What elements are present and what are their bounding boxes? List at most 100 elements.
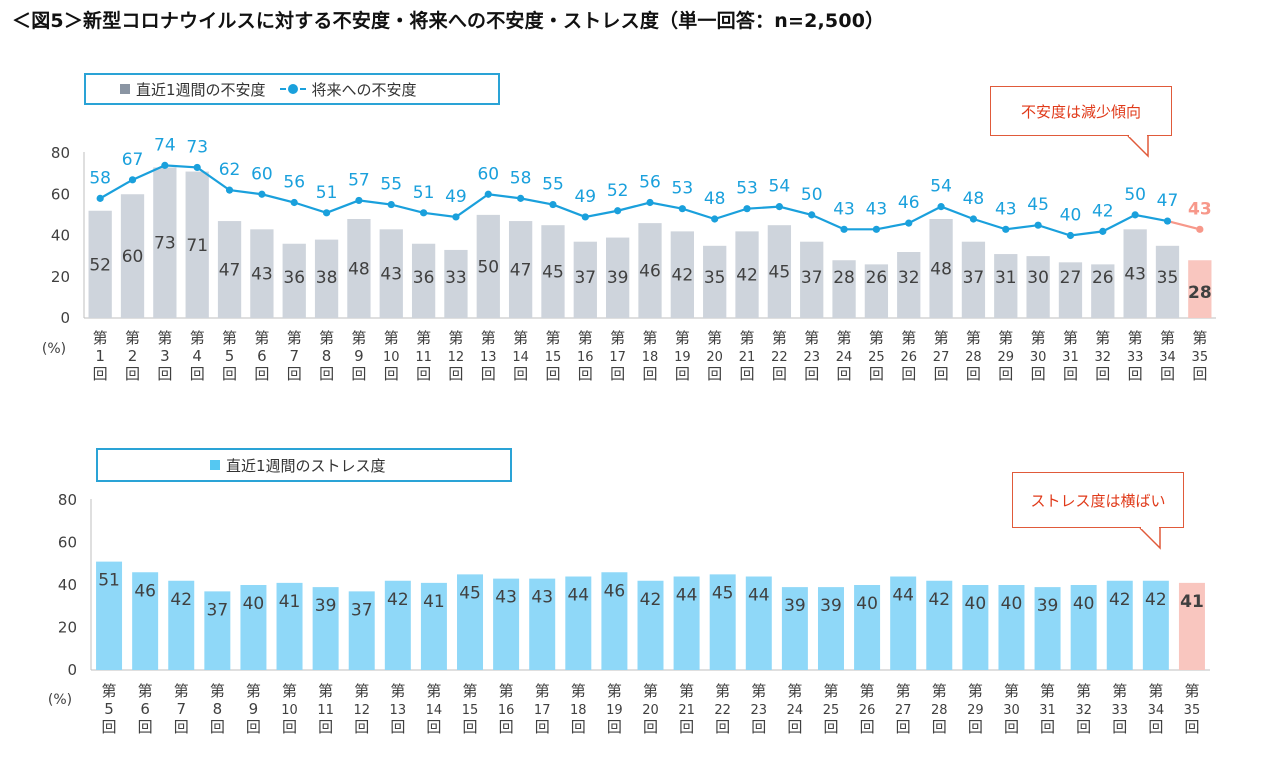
future-point <box>775 203 783 211</box>
future-value-label: 49 <box>574 187 596 207</box>
bar <box>1106 580 1133 670</box>
future-point <box>646 198 654 207</box>
future-point <box>517 194 525 202</box>
bar-value-label: 42 <box>1109 590 1131 610</box>
x-category-label: 第 22 回 <box>771 329 788 383</box>
future-value-label: 45 <box>1027 195 1049 215</box>
future-point <box>1066 231 1075 240</box>
x-category-label: 第 32 回 <box>1095 329 1112 383</box>
callout-stress: ストレス度は横ばい <box>1012 472 1184 528</box>
x-category-label: 第 19 回 <box>674 329 691 383</box>
bar <box>420 582 447 670</box>
y-tick-label: 60 <box>51 185 70 203</box>
y-tick-label: 80 <box>51 144 70 162</box>
bar-value-label: 50 <box>477 257 499 277</box>
bar <box>637 580 664 670</box>
future-value-label: 43 <box>1188 199 1212 219</box>
callout-tail-mask <box>1141 526 1159 529</box>
future-point <box>872 225 881 233</box>
bar-value-label: 46 <box>639 262 661 282</box>
x-category-label: 第 32 回 <box>1075 682 1092 736</box>
x-category-label: 第 14 回 <box>512 329 529 383</box>
bar-value-label: 41 <box>1180 592 1204 612</box>
future-point <box>355 196 363 205</box>
bar <box>998 585 1025 670</box>
x-category-label: 第 31 回 <box>1039 682 1056 736</box>
future-point <box>1196 225 1204 233</box>
page-title: ＜図5＞新型コロナウイルスに対する不安度・将来への不安度・ストレス度（単一回答：… <box>12 10 885 32</box>
y-tick-label: 0 <box>67 661 77 679</box>
legend-anxiety: 直近1週間の不安度 将来への不安度 <box>84 73 500 105</box>
bar <box>508 221 533 318</box>
x-category-label: 第 24 回 <box>836 329 853 383</box>
future-point <box>225 186 234 194</box>
bar <box>962 585 989 670</box>
bar-value-label: 42 <box>736 266 758 286</box>
bar-value-label: 46 <box>604 581 626 601</box>
bar <box>314 239 339 318</box>
bar-value-label: 36 <box>413 268 435 288</box>
x-category-label: 第 29 回 <box>997 329 1014 383</box>
x-category-label: 第 27 回 <box>933 329 950 383</box>
bar-value-label: 44 <box>676 586 698 606</box>
bar-value-label: 44 <box>892 586 914 606</box>
future-value-label: 54 <box>930 177 952 197</box>
bar-value-label: 42 <box>170 590 192 610</box>
x-category-label: 第 23 回 <box>803 329 820 383</box>
x-category-label: 第 23 回 <box>751 682 768 736</box>
future-series-line <box>99 164 1168 237</box>
x-category-label: 第 15 回 <box>545 329 562 383</box>
bar <box>96 561 123 670</box>
bar <box>88 210 112 318</box>
bar-value-label: 60 <box>122 247 144 267</box>
future-series-last-segment <box>1167 219 1201 231</box>
future-point <box>1002 225 1010 233</box>
x-category-label: 第 16 回 <box>577 329 594 383</box>
future-point <box>258 190 266 198</box>
bar-value-label: 42 <box>672 266 694 286</box>
y-tick-label: 40 <box>51 227 70 245</box>
bar <box>476 214 500 318</box>
bar <box>379 229 403 318</box>
bar-value-label: 37 <box>207 600 229 620</box>
x-category-label: 第 12 回 <box>353 682 370 736</box>
bar-value-label: 48 <box>348 260 370 280</box>
x-category-label: 第 11 回 <box>415 329 432 383</box>
bar-value-label: 40 <box>856 594 878 614</box>
unit-label: (%) <box>42 341 66 357</box>
future-point <box>743 205 751 213</box>
bar-value-label: 33 <box>445 268 467 288</box>
bar <box>1091 264 1115 318</box>
x-category-label: 第 22 回 <box>714 682 731 736</box>
future-value-label: 42 <box>1092 201 1114 221</box>
bar <box>767 225 792 318</box>
bar <box>168 580 195 670</box>
bar-value-label: 26 <box>866 268 888 288</box>
bar <box>217 221 242 318</box>
bar-value-label: 44 <box>748 586 770 606</box>
future-value-label: 52 <box>607 181 629 201</box>
future-point <box>614 207 622 215</box>
bar-value-label: 47 <box>510 261 532 281</box>
bar <box>348 591 375 670</box>
future-point <box>387 200 395 209</box>
x-category-label: 第 13 回 <box>390 682 407 736</box>
future-point <box>678 205 686 213</box>
bar-value-label: 42 <box>928 590 950 610</box>
x-category-label: 第 28 回 <box>931 682 948 736</box>
bar-value-label: 31 <box>995 268 1017 288</box>
bar <box>1155 245 1180 318</box>
future-value-label: 48 <box>963 189 985 209</box>
bar <box>204 591 231 670</box>
bar-value-label: 43 <box>495 588 517 608</box>
y-tick-label: 20 <box>51 268 70 286</box>
bar <box>1026 256 1050 318</box>
future-point <box>322 209 331 217</box>
